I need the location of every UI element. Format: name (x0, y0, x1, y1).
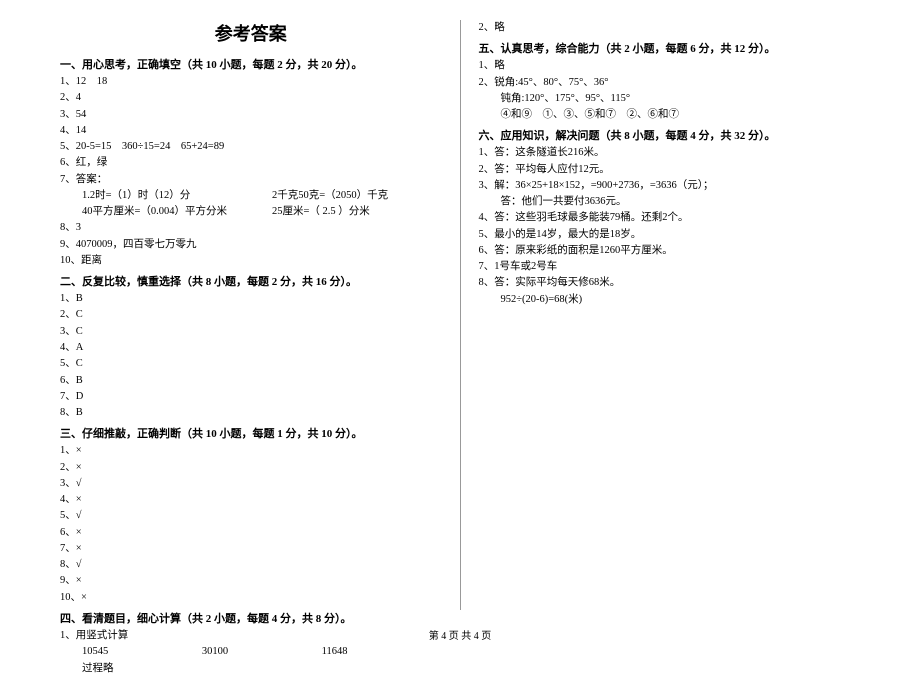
s1-item: 9、4070009，四百零七万零九 (60, 237, 442, 253)
s2-item: 3、C (60, 324, 442, 340)
s4-calc-row: 10545 30100 11648 (60, 644, 442, 660)
s5-subitem: ④和⑨ ①、③、⑤和⑦ ②、⑥和⑦ (479, 107, 861, 123)
s2-item: 1、B (60, 291, 442, 307)
s5-item: 2、锐角:45°、80°、75°、36° (479, 75, 861, 91)
s5-subitem: 钝角:120°、175°、95°、115° (479, 91, 861, 107)
s2-item: 4、A (60, 340, 442, 356)
s3-item: 1、× (60, 443, 442, 459)
s1-item: 7、答案： (60, 172, 442, 188)
s1-item: 5、20-5=15 360÷15=24 65+24=89 (60, 139, 442, 155)
page-columns: 参考答案 一、用心思考，正确填空（共 10 小题，每题 2 分，共 20 分）。… (50, 20, 870, 610)
s1-item: 3、54 (60, 107, 442, 123)
section-6-head: 六、应用知识，解决问题（共 8 小题，每题 4 分，共 32 分）。 (479, 127, 861, 143)
s1-item: 2、4 (60, 90, 442, 106)
s2-item: 7、D (60, 389, 442, 405)
s6-item: 3、解：36×25+18×152，=900+2736，=3636（元）； (479, 178, 861, 194)
left-column: 参考答案 一、用心思考，正确填空（共 10 小题，每题 2 分，共 20 分）。… (50, 20, 461, 610)
section-1-head: 一、用心思考，正确填空（共 10 小题，每题 2 分，共 20 分）。 (60, 56, 442, 72)
s1-subitem: 40平方厘米=（0.004）平方分米 25厘米=（ 2.5 ）分米 (60, 204, 442, 220)
s1-sub-left: 1.2时=（1）时（12）分 (82, 188, 272, 204)
right-column: 2、略 五、认真思考，综合能力（共 2 小题，每题 6 分，共 12 分）。 1… (461, 20, 871, 610)
s1-item: 10、距离 (60, 253, 442, 269)
s3-item: 7、× (60, 541, 442, 557)
calc-val: 30100 (202, 644, 322, 660)
section-2-head: 二、反复比较，慎重选择（共 8 小题，每题 2 分，共 16 分）。 (60, 273, 442, 289)
s6-subitem: 答：他们一共要付3636元。 (479, 194, 861, 210)
s2-item: 2、C (60, 307, 442, 323)
s2-item: 8、B (60, 405, 442, 421)
s3-item: 2、× (60, 460, 442, 476)
s3-item: 5、√ (60, 508, 442, 524)
s1-subitem: 1.2时=（1）时（12）分 2千克50克=（2050）千克 (60, 188, 442, 204)
pre-item: 2、略 (479, 20, 861, 36)
s6-item: 8、答：实际平均每天修68米。 (479, 275, 861, 291)
calc-val: 10545 (82, 644, 202, 660)
s6-subitem: 952÷(20-6)=68(米) (479, 292, 861, 308)
s6-item: 1、答：这条隧道长216米。 (479, 145, 861, 161)
s1-item: 8、3 (60, 220, 442, 236)
page-footer: 第 4 页 共 4 页 (0, 627, 920, 642)
s3-item: 4、× (60, 492, 442, 508)
section-3-head: 三、仔细推敲，正确判断（共 10 小题，每题 1 分，共 10 分）。 (60, 425, 442, 441)
s1-item: 6、红，绿 (60, 155, 442, 171)
s1-item: 4、14 (60, 123, 442, 139)
section-5-head: 五、认真思考，综合能力（共 2 小题，每题 6 分，共 12 分）。 (479, 40, 861, 56)
s4-item: 过程略 (60, 661, 442, 677)
calc-val: 11648 (322, 644, 442, 660)
s6-item: 4、答：这些羽毛球最多能装79桶。还剩2个。 (479, 210, 861, 226)
section-4-head: 四、看清题目，细心计算（共 2 小题，每题 4 分，共 8 分）。 (60, 610, 442, 626)
s3-item: 3、√ (60, 476, 442, 492)
s2-item: 6、B (60, 373, 442, 389)
s2-item: 5、C (60, 356, 442, 372)
s1-item: 1、12 18 (60, 74, 442, 90)
page-title: 参考答案 (60, 20, 442, 46)
s3-item: 9、× (60, 573, 442, 589)
s3-item: 10、× (60, 590, 442, 606)
s3-item: 6、× (60, 525, 442, 541)
s6-item: 2、答：平均每人应付12元。 (479, 162, 861, 178)
s1-sub-right: 2千克50克=（2050）千克 (272, 188, 388, 204)
s6-item: 6、答：原来彩纸的面积是1260平方厘米。 (479, 243, 861, 259)
s5-item: 1、略 (479, 58, 861, 74)
s1-sub-right: 25厘米=（ 2.5 ）分米 (272, 204, 370, 220)
s1-sub-left: 40平方厘米=（0.004）平方分米 (82, 204, 272, 220)
s6-item: 7、1号车或2号车 (479, 259, 861, 275)
s3-item: 8、√ (60, 557, 442, 573)
s6-item: 5、最小的是14岁，最大的是18岁。 (479, 227, 861, 243)
